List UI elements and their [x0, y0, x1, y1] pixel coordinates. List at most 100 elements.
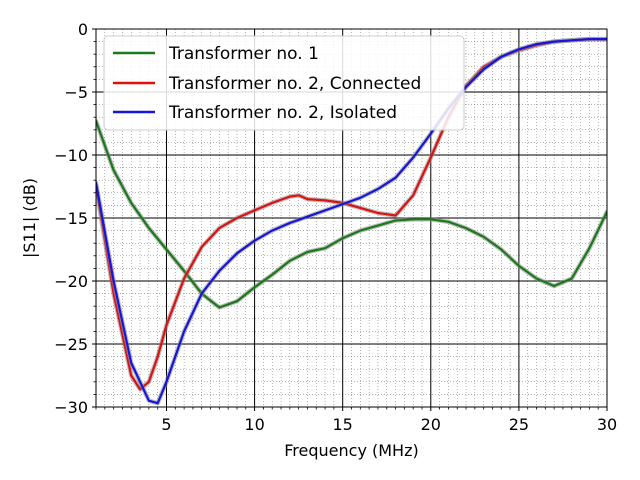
series-1-point [377, 224, 379, 227]
series-1-point [112, 169, 115, 172]
series-1-point [482, 236, 485, 238]
series-3-point [412, 156, 415, 159]
series-3-point [236, 252, 238, 255]
series-3-point [130, 362, 133, 364]
y-tick-label: −30 [54, 398, 88, 417]
series-1-line [96, 119, 607, 309]
series-1-point [148, 227, 150, 230]
legend-entry-transformer-2-connected: Transformer no. 2, Connected [113, 74, 421, 94]
series-1-point [500, 248, 503, 251]
series-1-point [271, 273, 274, 276]
legend-label-transformer-2-connected: Transformer no. 2, Connected [168, 74, 421, 94]
series-3-point [271, 229, 274, 232]
series-3-point [359, 196, 362, 199]
series-3-point [588, 38, 591, 40]
series-1-point [306, 251, 309, 253]
series-2-point [148, 380, 150, 383]
series-2-point [165, 324, 168, 326]
legend-label-transformer-1: Transformer no. 1 [168, 44, 319, 64]
series-1-point [165, 248, 168, 251]
y-tick-label: −25 [54, 335, 88, 354]
series-2-point [271, 202, 274, 204]
series-2-point [306, 198, 309, 201]
series-2-point [218, 227, 221, 230]
series-1-point [253, 286, 256, 289]
series-2-point [130, 374, 133, 377]
series-3-point [465, 86, 467, 88]
y-tick-label: −5 [64, 83, 88, 102]
series-2-point [412, 194, 415, 197]
series-3-point [394, 176, 397, 179]
axis-ticks [92, 28, 608, 411]
series-2-point [429, 156, 432, 159]
series-3-point [377, 188, 379, 190]
series-3-point [165, 380, 168, 383]
series-1-point [130, 202, 133, 204]
legend-box [103, 35, 465, 131]
series-3-point [341, 203, 344, 206]
series-3-point [253, 239, 256, 242]
series-1-point [394, 219, 397, 222]
x-tick-label: 5 [161, 415, 171, 434]
series-2-point [359, 207, 362, 209]
x-axis-label: Frequency (MHz) [284, 441, 418, 460]
series-1-point [183, 270, 186, 272]
series-2-point [139, 388, 142, 391]
series-3-point [570, 39, 573, 42]
x-tick-label: 10 [244, 415, 264, 434]
y-tick-labels: 0 −5 −10 −15 −20 −25 −30 [54, 20, 88, 417]
legend-entry-transformer-1: Transformer no. 1 [113, 44, 319, 64]
series-3-point [288, 222, 291, 224]
series-2-point [377, 212, 379, 214]
series-2-point [297, 194, 300, 197]
series-2-point [156, 355, 159, 358]
series-1 [96, 118, 607, 310]
series-2-point [288, 195, 291, 198]
x-tick-label: 15 [333, 415, 353, 434]
x-tick-labels: 5 10 15 20 25 30 [161, 415, 617, 434]
series-1-point [341, 237, 344, 240]
series-1-point [359, 229, 362, 232]
legend-label-transformer-2-isolated: Transformer no. 2, Isolated [168, 103, 397, 123]
series-1-point [236, 300, 238, 303]
series-3-point [183, 330, 186, 333]
y-tick-label: −20 [54, 272, 88, 291]
series-3-point [306, 215, 309, 218]
series-1-point [324, 247, 326, 250]
x-tick-label: 25 [509, 415, 529, 434]
series-1-point [447, 220, 450, 223]
series-1-point [412, 218, 415, 221]
series-3-point [218, 270, 221, 272]
series-2-point [183, 277, 186, 280]
series-3-point [482, 68, 485, 71]
series-2-point [324, 199, 326, 202]
series-2-point [394, 214, 397, 217]
series-3-point [324, 209, 326, 212]
series-3-point [518, 48, 520, 51]
y-tick-label: 0 [78, 20, 88, 39]
series-3 [96, 36, 607, 406]
series-layer [96, 36, 607, 406]
series-3-point [148, 399, 150, 402]
series-1-point [218, 306, 221, 309]
series-3-point [553, 40, 555, 43]
y-tick-label: −15 [54, 209, 88, 228]
series-2-point [253, 209, 256, 212]
series-1-point [553, 285, 555, 287]
series-3-point [535, 43, 538, 45]
y-axis-label: |S11| (dB) [20, 178, 39, 258]
legend-entry-transformer-2-isolated: Transformer no. 2, Isolated [113, 103, 397, 123]
series-1-point [465, 227, 467, 230]
series-3-point [500, 55, 503, 58]
series-1-point [288, 259, 291, 262]
series-1-point [570, 277, 573, 280]
series-2-point [236, 217, 238, 219]
series-3-point [429, 132, 432, 135]
series-1-point [429, 218, 432, 221]
series-1-point [518, 265, 520, 267]
legend: Transformer no. 1 Transformer no. 2, Con… [103, 35, 465, 131]
series-2-point [200, 246, 203, 248]
x-tick-label: 30 [597, 415, 617, 434]
series-3-point [112, 280, 115, 282]
